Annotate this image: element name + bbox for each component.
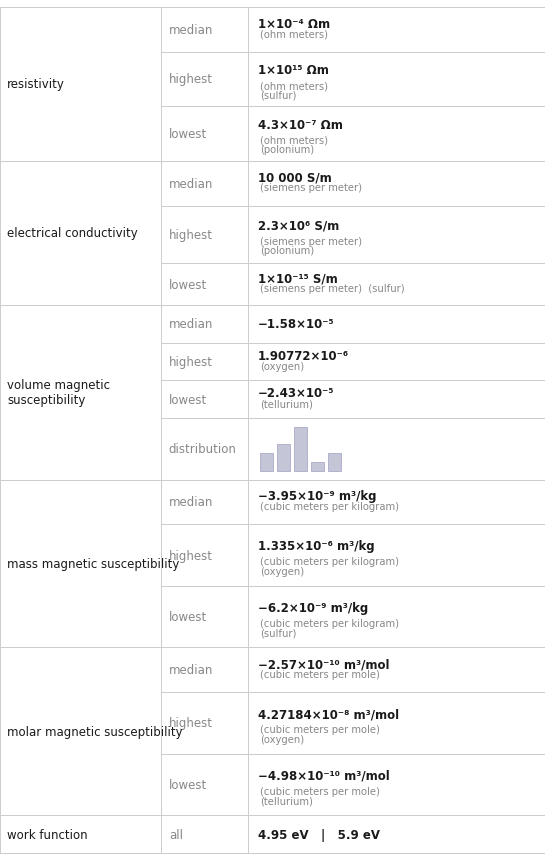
Text: (oxygen): (oxygen)	[260, 734, 304, 744]
Text: −1.58×10⁻⁵: −1.58×10⁻⁵	[258, 318, 335, 331]
Text: highest: highest	[169, 229, 213, 242]
Text: −3.95×10⁻⁹ m³/kg: −3.95×10⁻⁹ m³/kg	[258, 490, 377, 503]
Text: median: median	[169, 664, 213, 677]
Text: work function: work function	[7, 827, 88, 840]
Text: −4.98×10⁻¹⁰ m³/mol: −4.98×10⁻¹⁰ m³/mol	[258, 769, 390, 782]
Text: (siemens per meter): (siemens per meter)	[260, 183, 362, 193]
Text: highest: highest	[169, 356, 213, 369]
Text: (ohm meters): (ohm meters)	[260, 81, 328, 91]
Text: 10 000 S/m: 10 000 S/m	[258, 171, 332, 184]
Bar	[277, 445, 290, 472]
Text: (cubic meters per kilogram): (cubic meters per kilogram)	[260, 502, 399, 511]
Text: −2.43×10⁻⁵: −2.43×10⁻⁵	[258, 387, 335, 400]
Text: median: median	[169, 24, 213, 37]
Text: 4.3×10⁻⁷ Ωm: 4.3×10⁻⁷ Ωm	[258, 119, 343, 132]
Text: lowest: lowest	[169, 778, 207, 791]
Text: median: median	[169, 496, 213, 509]
Text: molar magnetic susceptibility: molar magnetic susceptibility	[7, 725, 183, 738]
Text: median: median	[169, 318, 213, 331]
Text: (cubic meters per mole): (cubic meters per mole)	[260, 786, 380, 796]
Text: all: all	[169, 827, 183, 840]
Text: (sulfur): (sulfur)	[260, 628, 296, 638]
Text: 1×10¹⁵ Ωm: 1×10¹⁵ Ωm	[258, 65, 329, 77]
Text: (cubic meters per mole): (cubic meters per mole)	[260, 669, 380, 679]
Text: 1×10⁻¹⁵ S/m: 1×10⁻¹⁵ S/m	[258, 272, 338, 285]
Text: 1×10⁻⁴ Ωm: 1×10⁻⁴ Ωm	[258, 17, 330, 30]
Text: lowest: lowest	[169, 278, 207, 291]
Text: (siemens per meter): (siemens per meter)	[260, 236, 362, 246]
Text: −6.2×10⁻⁹ m³/kg: −6.2×10⁻⁹ m³/kg	[258, 601, 368, 614]
Text: 1.335×10⁻⁶ m³/kg: 1.335×10⁻⁶ m³/kg	[258, 540, 374, 553]
Bar	[311, 462, 324, 472]
Text: (oxygen): (oxygen)	[260, 567, 304, 576]
Text: volume magnetic
susceptibility: volume magnetic susceptibility	[7, 379, 110, 406]
Text: lowest: lowest	[169, 128, 207, 141]
Text: mass magnetic susceptibility: mass magnetic susceptibility	[7, 557, 179, 570]
Text: (tellurium): (tellurium)	[260, 399, 313, 409]
Text: −2.57×10⁻¹⁰ m³/mol: −2.57×10⁻¹⁰ m³/mol	[258, 657, 390, 670]
Text: (polonium): (polonium)	[260, 246, 314, 256]
Text: (cubic meters per kilogram): (cubic meters per kilogram)	[260, 556, 399, 567]
Bar	[294, 427, 307, 472]
Text: (siemens per meter)  (sulfur): (siemens per meter) (sulfur)	[260, 284, 404, 294]
Text: 4.95 eV   |   5.9 eV: 4.95 eV | 5.9 eV	[258, 827, 380, 840]
Text: distribution: distribution	[169, 443, 237, 455]
Text: (oxygen): (oxygen)	[260, 362, 304, 371]
Text: (cubic meters per mole): (cubic meters per mole)	[260, 724, 380, 734]
Text: median: median	[169, 177, 213, 190]
Text: lowest: lowest	[169, 393, 207, 406]
Text: (sulfur): (sulfur)	[260, 90, 296, 101]
Text: lowest: lowest	[169, 610, 207, 623]
Text: 2.3×10⁶ S/m: 2.3×10⁶ S/m	[258, 220, 339, 232]
Text: (cubic meters per kilogram): (cubic meters per kilogram)	[260, 618, 399, 629]
Text: 1.90772×10⁻⁶: 1.90772×10⁻⁶	[258, 350, 349, 362]
Text: (polonium): (polonium)	[260, 146, 314, 155]
Text: highest: highest	[169, 549, 213, 562]
Bar	[260, 454, 273, 472]
Text: (ohm meters): (ohm meters)	[260, 135, 328, 146]
Text: electrical conductivity: electrical conductivity	[7, 227, 138, 240]
Bar	[328, 454, 341, 472]
Text: resistivity: resistivity	[7, 78, 65, 91]
Text: (ohm meters): (ohm meters)	[260, 29, 328, 40]
Text: highest: highest	[169, 716, 213, 729]
Text: 4.27184×10⁻⁸ m³/mol: 4.27184×10⁻⁸ m³/mol	[258, 708, 399, 721]
Text: highest: highest	[169, 73, 213, 86]
Text: (tellurium): (tellurium)	[260, 796, 313, 805]
